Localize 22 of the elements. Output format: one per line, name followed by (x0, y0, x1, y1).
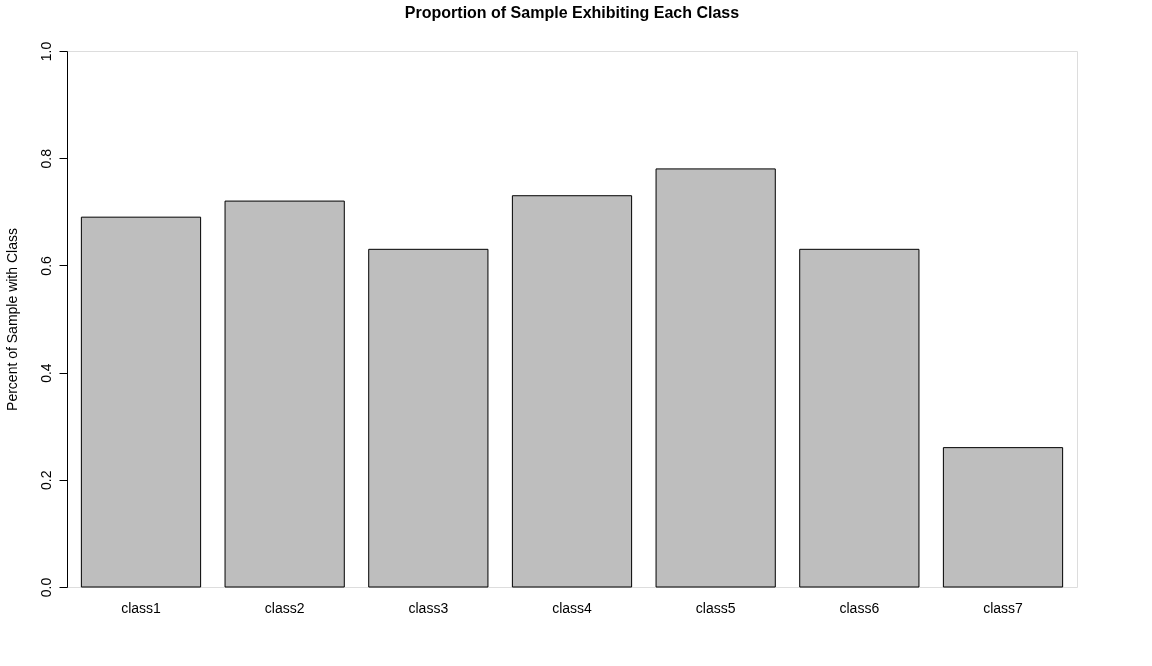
bar (368, 248, 489, 588)
y-tick-label: 1.0 (37, 41, 54, 62)
y-tick-label: 0.8 (37, 148, 54, 169)
bar (511, 195, 633, 588)
bar (942, 447, 1064, 588)
x-tick-label: class7 (983, 599, 1024, 616)
bar (655, 168, 776, 588)
x-tick-label: class6 (839, 599, 880, 616)
x-tick-label: class3 (408, 599, 449, 616)
x-tick-label: class2 (264, 599, 305, 616)
bar (80, 216, 202, 588)
x-tick-label: class1 (121, 599, 162, 616)
bar (799, 248, 920, 588)
chart-title: Proportion of Sample Exhibiting Each Class (404, 4, 740, 22)
y-tick-label: 0.6 (37, 255, 54, 276)
y-axis-title: Percent of Sample with Class (3, 228, 20, 411)
x-tick-label: class4 (552, 599, 593, 616)
y-tick-label: 0.2 (37, 470, 54, 491)
y-tick-label: 0.4 (37, 363, 54, 383)
y-tick-label: 0.0 (37, 577, 54, 598)
x-tick-label: class5 (695, 599, 736, 616)
bar (224, 200, 345, 588)
